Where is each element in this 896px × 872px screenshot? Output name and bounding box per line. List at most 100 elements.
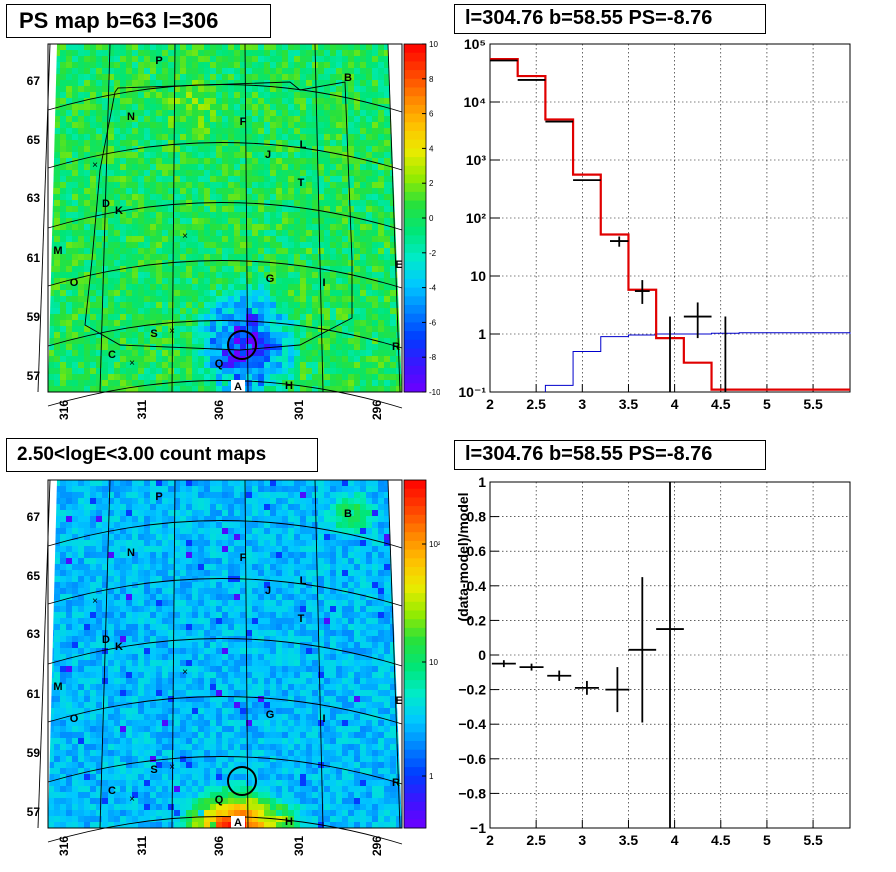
y-tick-label: −0.8: [458, 785, 486, 801]
latitude-line: [47, 638, 403, 667]
colorbar-label: 10: [429, 40, 438, 49]
lat-tick-label: 65: [27, 133, 41, 147]
x-tick-label: 5.5: [803, 832, 823, 848]
y-tick-label: 10⁴: [464, 94, 487, 110]
source-label-h: H: [285, 380, 293, 392]
target-circle-marker: [227, 766, 257, 796]
x-tick-label: 2.5: [526, 832, 546, 848]
longitude-line: [244, 43, 249, 393]
lat-tick-label: 65: [27, 569, 41, 583]
x-tick-label: 3.5: [619, 832, 639, 848]
cross-marker: ×: [169, 762, 175, 773]
source-label-s: S: [150, 764, 157, 776]
longitude-line: [99, 479, 111, 829]
colorbar-label: -6: [429, 318, 437, 327]
roi-outline: [84, 81, 353, 351]
x-tick-label: 4: [671, 396, 679, 412]
lon-tick-label: 296: [370, 400, 384, 420]
source-label-box: [231, 380, 245, 393]
heatmap-layer: [48, 44, 403, 393]
map-frame: [47, 479, 403, 829]
source-label-k: K: [115, 205, 123, 217]
y-tick-label: 0.2: [467, 612, 487, 628]
ps-map-panel: PS map b=63 l=306 × × × × P B N F L J T D K M G I E O S R C Q…: [0, 0, 440, 436]
residual-chart[interactable]: 2 2.5 3 3.5 4 4.5 5 5.5 1 0.8 0.6 0.4 0.2 0 −0.2 −0.4 −0…: [448, 436, 896, 872]
y-tick-label: −1: [470, 820, 486, 836]
source-label-i: I: [322, 277, 325, 289]
spectrum-panel: 2 2.5 3 3.5 4 4.5 5 5.5 10⁵ 10⁴ 10³ 10² 10 1 10⁻¹ l=30…: [448, 0, 896, 436]
source-label-e: E: [395, 259, 402, 271]
residual-panel: 2 2.5 3 3.5 4 4.5 5 5.5 1 0.8 0.6 0.4 0.2 0 −0.2 −0.4 −0…: [448, 436, 896, 872]
y-tick-label: −0.2: [458, 682, 486, 698]
source-label-f: F: [240, 116, 247, 128]
lat-tick-label: 59: [27, 746, 41, 760]
lat-tick-label: 59: [27, 310, 41, 324]
colorbar-label: -10: [429, 388, 440, 397]
y-tick-label: 0: [478, 647, 486, 663]
data-point: [634, 280, 650, 304]
x-tick-label: 4: [671, 832, 679, 848]
latitude-line: [47, 520, 403, 549]
lat-tick-label: 67: [27, 510, 41, 524]
data-point: [610, 236, 629, 247]
count-map-plot[interactable]: × × × × P B N F L J T DK M G I E O S R C QA H 67 65 63 61 59 57 316 3…: [0, 436, 440, 872]
source-label-p: P: [155, 491, 162, 503]
source-label-r: R: [392, 777, 400, 789]
lon-tick-label: 311: [135, 836, 149, 856]
source-label-i: I: [322, 713, 325, 725]
cross-marker: ×: [129, 794, 135, 805]
residual-title: l=304.76 b=58.55 PS=-8.76: [454, 440, 766, 470]
lon-tick-label: 306: [212, 836, 226, 856]
lon-tick-label: 306: [212, 400, 226, 420]
lat-tick-label: 63: [27, 627, 41, 641]
count-map-title: 2.50<logE<3.00 count maps: [6, 438, 318, 472]
residual-point: [574, 680, 599, 695]
source-label-h: H: [285, 816, 293, 828]
lon-tick-label: 316: [57, 836, 71, 856]
y-tick-label: 10⁵: [464, 36, 486, 52]
x-tick-label: 2: [486, 396, 494, 412]
source-label-j: J: [265, 149, 271, 161]
colorbar-label: 0: [429, 214, 434, 223]
x-tick-label: 5.5: [803, 396, 823, 412]
longitude-line: [244, 479, 249, 829]
map-mask-right: [388, 44, 402, 392]
x-tick-label: 3: [578, 396, 586, 412]
source-label-g: G: [266, 273, 275, 285]
cross-marker: ×: [92, 596, 98, 607]
y-tick-label: 10³: [466, 152, 487, 168]
cross-marker: ×: [129, 358, 135, 369]
source-label-c: C: [108, 785, 116, 797]
source-label-m: M: [53, 681, 62, 693]
longitude-line: [387, 43, 401, 393]
x-tick-label: 2: [486, 832, 494, 848]
latitude-line: [47, 816, 403, 845]
source-label-k: K: [115, 641, 123, 653]
spectrum-chart[interactable]: 2 2.5 3 3.5 4 4.5 5 5.5 10⁵ 10⁴ 10³ 10² 10 1 10⁻¹: [448, 0, 896, 436]
map-mask-left: [48, 44, 57, 392]
lat-tick-label: 63: [27, 191, 41, 205]
residual-point: [547, 670, 572, 681]
map-mask-right: [388, 480, 402, 828]
x-tick-label: 3: [578, 832, 586, 848]
cross-marker: ×: [182, 667, 188, 678]
colorbar-frame: [403, 479, 427, 829]
residual-point: [656, 482, 684, 828]
source-label-s: S: [150, 328, 157, 340]
source-label-a: A: [234, 817, 242, 829]
x-tick-label: 4.5: [711, 396, 731, 412]
y-axis-label: (data-model)/model: [455, 492, 471, 621]
x-tick-label: 2.5: [526, 396, 546, 412]
y-tick-label: 10⁻¹: [458, 384, 486, 400]
map-frame: [47, 43, 403, 393]
source-label-box: [231, 816, 245, 829]
y-tick-label: 10²: [466, 210, 487, 226]
ps-map-plot[interactable]: × × × × P B N F L J T DK M G I E O S R C QA H 67 65 63 61 59 57 316 3…: [0, 0, 440, 436]
latitude-line: [47, 202, 403, 231]
source-label-j: J: [265, 585, 271, 597]
source-label-a: A: [234, 381, 242, 393]
lat-tick-label: 61: [27, 687, 41, 701]
source-label-d: D: [102, 634, 110, 646]
source-label-b: B: [344, 72, 352, 84]
cross-marker: ×: [182, 231, 188, 242]
